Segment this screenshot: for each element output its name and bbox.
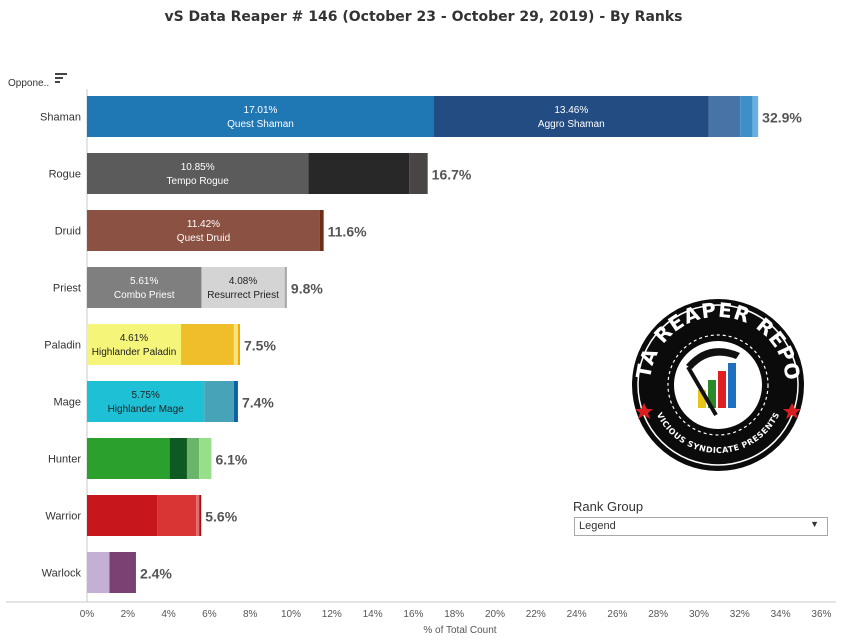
bar-segment xyxy=(109,552,136,593)
bar-segment xyxy=(237,324,240,365)
bar-segment xyxy=(409,153,428,194)
row-label: Priest xyxy=(53,283,81,295)
segment-value-label: 17.01% xyxy=(244,105,278,116)
row-label: Warrior xyxy=(45,511,81,523)
segment-name-label: Highlander Paladin xyxy=(92,347,177,358)
x-tick-label: 22% xyxy=(526,609,546,620)
segment-name-label: Quest Druid xyxy=(177,233,230,244)
bar-segment xyxy=(233,324,238,365)
sort-icon[interactable] xyxy=(55,73,67,85)
bar-segment xyxy=(196,495,200,536)
bar-segment xyxy=(87,495,158,536)
bar-segment xyxy=(708,96,741,137)
x-tick-label: 2% xyxy=(121,609,136,620)
bar-segment xyxy=(169,438,187,479)
x-tick-label: 12% xyxy=(322,609,342,620)
bar-segment xyxy=(87,153,309,194)
bar-segment xyxy=(199,495,202,536)
x-tick-label: 0% xyxy=(80,609,95,620)
segment-name-label: Highlander Mage xyxy=(108,404,185,415)
x-tick-label: 16% xyxy=(403,609,423,620)
row-label: Rogue xyxy=(49,169,81,181)
bar-segment xyxy=(87,552,110,593)
segment-value-label: 10.85% xyxy=(181,162,215,173)
x-tick-label: 18% xyxy=(444,609,464,620)
row-label: Druid xyxy=(55,226,81,238)
bar-segment xyxy=(752,96,759,137)
bar-total-label: 9.8% xyxy=(291,281,323,297)
x-tick-label: 24% xyxy=(567,609,587,620)
x-tick-label: 32% xyxy=(730,609,750,620)
segment-value-label: 11.42% xyxy=(187,219,220,230)
bar-segment xyxy=(201,267,285,308)
bar-total-label: 11.6% xyxy=(328,224,367,240)
segment-value-label: 4.08% xyxy=(229,276,257,287)
bar-segment xyxy=(434,96,709,137)
bar-segment xyxy=(87,96,435,137)
bar-segment xyxy=(181,324,234,365)
segment-value-label: 4.61% xyxy=(120,333,148,344)
x-axis-label: % of Total Count xyxy=(423,625,496,636)
bar-total-label: 5.6% xyxy=(205,509,237,525)
x-tick-label: 36% xyxy=(811,609,831,620)
x-tick-label: 14% xyxy=(363,609,383,620)
row-label: Paladin xyxy=(44,340,81,352)
row-label: Mage xyxy=(53,397,81,409)
row-label: Hunter xyxy=(48,454,81,466)
bar-segment xyxy=(87,267,202,308)
chart-title: vS Data Reaper # 146 (October 23 - Octob… xyxy=(164,9,683,25)
bar-segment xyxy=(284,267,287,308)
bar-total-label: 7.5% xyxy=(244,338,276,354)
segment-name-label: Resurrect Priest xyxy=(207,290,279,301)
data-reaper-logo: DATA REAPER REPORT VICIOUS SYNDICATE PRE… xyxy=(631,298,804,471)
x-tick-label: 4% xyxy=(161,609,176,620)
row-label: Shaman xyxy=(40,112,81,124)
x-tick-label: 34% xyxy=(771,609,791,620)
bar-segment xyxy=(186,438,200,479)
rank-group-title: Rank Group xyxy=(573,499,644,514)
bar-layer: 17.01% Quest Shaman 13.46% Aggro Shaman 32.9… xyxy=(87,96,802,593)
bar-total-label: 16.7% xyxy=(432,167,472,183)
x-tick-label: 26% xyxy=(607,609,627,620)
tick-label-layer: 0% 2% 4% 6% 8% 10% 12% 14% 16% 18% 20% 22% 24% 26% 28%… xyxy=(80,609,832,620)
segment-name-label: Quest Shaman xyxy=(227,119,294,130)
rank-group-value: Legend xyxy=(579,520,616,532)
segment-value-label: 5.61% xyxy=(130,276,158,287)
bar-segment xyxy=(319,210,324,251)
bar-segment xyxy=(740,96,753,137)
bar-segment xyxy=(308,153,410,194)
bar-segment xyxy=(87,438,170,479)
bar-segment xyxy=(87,210,320,251)
x-tick-label: 28% xyxy=(648,609,668,620)
rank-group-dropdown[interactable]: Legend ▼ xyxy=(574,517,828,536)
x-tick-label: 10% xyxy=(281,609,301,620)
row-label-layer: Shaman Rogue Druid Priest Paladin Mage Hunter W… xyxy=(40,112,81,580)
bar-total-label: 6.1% xyxy=(215,452,247,468)
row-label: Warlock xyxy=(42,568,82,580)
bar-total-label: 7.4% xyxy=(242,395,274,411)
segment-value-label: 5.75% xyxy=(131,390,159,401)
segment-name-label: Aggro Shaman xyxy=(538,119,605,130)
bar-segment xyxy=(199,438,212,479)
bar-segment xyxy=(157,495,197,536)
x-tick-label: 20% xyxy=(485,609,505,620)
bar-segment xyxy=(87,324,182,365)
bar-total-label: 32.9% xyxy=(762,110,802,126)
row-header-label[interactable]: Oppone.. xyxy=(8,78,50,89)
x-tick-label: 8% xyxy=(243,609,258,620)
dropdown-arrow-icon[interactable]: ▼ xyxy=(810,519,819,529)
segment-value-label: 13.46% xyxy=(554,105,588,116)
bar-segment xyxy=(204,381,234,422)
bar-segment xyxy=(87,381,205,422)
x-tick-label: 30% xyxy=(689,609,709,620)
x-tick-label: 6% xyxy=(202,609,217,620)
segment-name-label: Combo Priest xyxy=(114,290,175,301)
bar-segment xyxy=(233,381,238,422)
segment-name-label: Tempo Rogue xyxy=(167,176,230,187)
bar-total-label: 2.4% xyxy=(140,566,172,582)
